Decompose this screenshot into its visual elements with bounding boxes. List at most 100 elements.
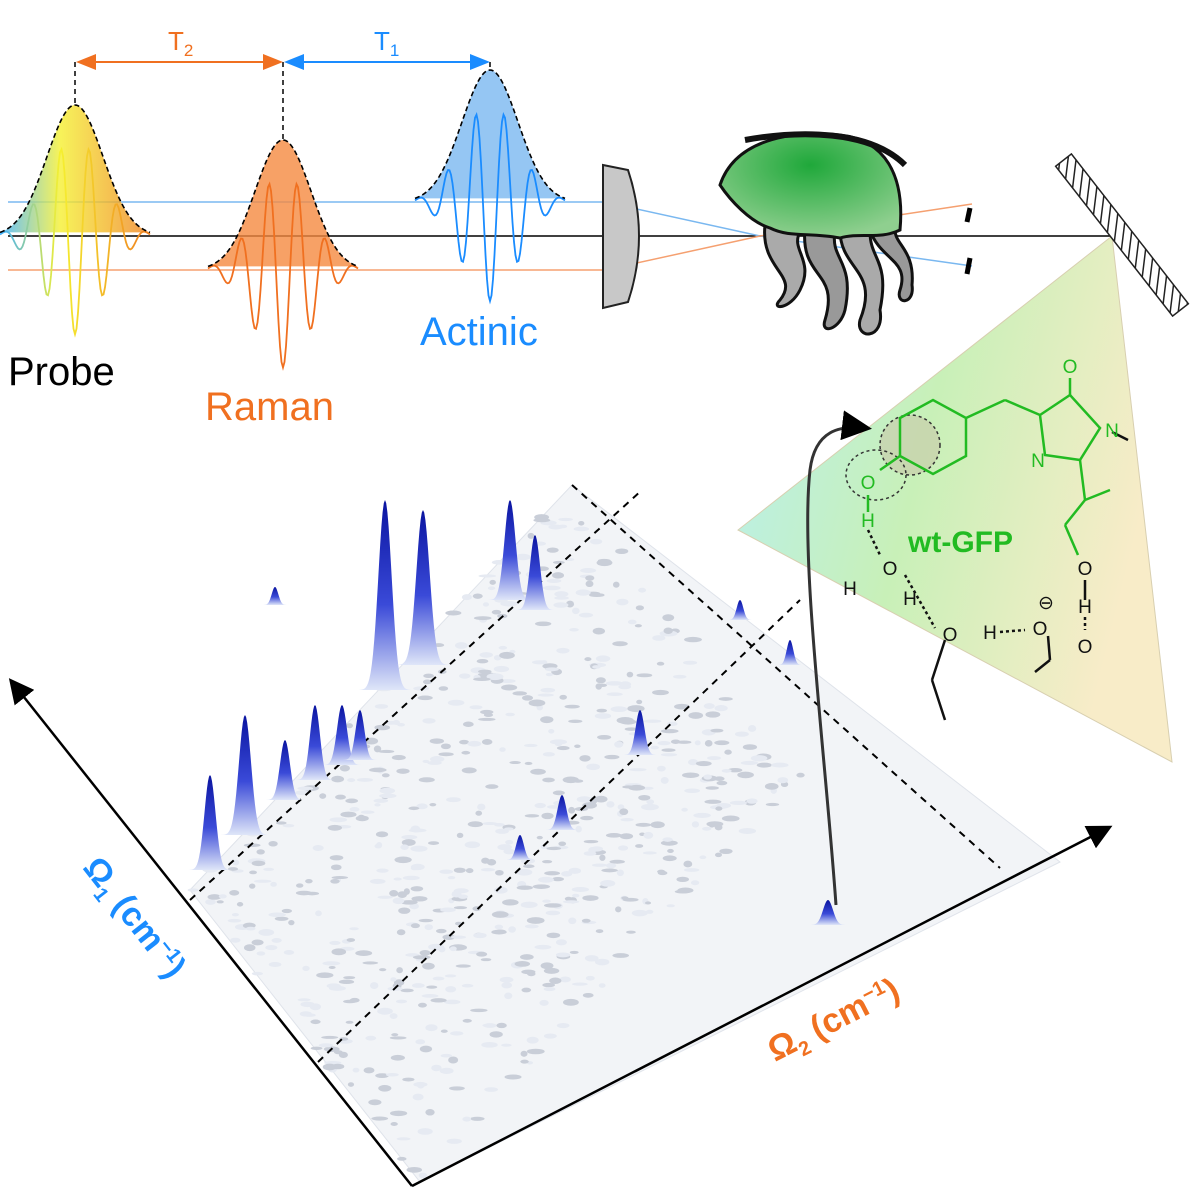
surface-texture <box>417 1128 433 1135</box>
surface-texture <box>738 827 757 835</box>
surface-texture <box>481 1041 498 1048</box>
surface-texture <box>445 986 457 993</box>
chromophore <box>845 378 1129 721</box>
surface-texture <box>373 798 389 803</box>
spectral-peak <box>319 705 364 765</box>
surface-texture <box>499 747 506 752</box>
molecule-name: wt-GFP <box>907 526 1013 559</box>
surface-texture <box>505 839 514 845</box>
surface-texture <box>338 979 355 985</box>
surface-texture <box>572 982 588 986</box>
surface-texture <box>681 807 688 812</box>
surface-texture <box>393 979 405 986</box>
surface-texture <box>643 719 662 723</box>
surface-texture <box>429 802 437 807</box>
surface-texture <box>670 739 681 744</box>
surface-texture <box>494 929 506 934</box>
surface-texture <box>491 609 502 615</box>
spectral-peak <box>393 510 452 665</box>
surface-texture <box>355 815 369 822</box>
surface-texture <box>349 927 359 931</box>
surface-texture <box>371 1116 389 1121</box>
surface-texture <box>714 852 723 858</box>
surface-texture <box>379 793 397 799</box>
surface-texture <box>374 704 389 709</box>
surface-texture <box>605 833 622 838</box>
jellyfish <box>718 131 914 336</box>
surface-texture <box>674 703 690 710</box>
surface-texture <box>423 673 434 678</box>
surface-texture <box>494 924 504 930</box>
surface-texture <box>610 706 628 713</box>
surface-texture <box>524 814 540 818</box>
spectral-peak <box>775 640 805 665</box>
atom: O <box>1033 619 1048 640</box>
surface-texture <box>683 868 700 872</box>
surface-texture <box>491 911 509 918</box>
surface-texture <box>268 840 278 847</box>
surface-texture <box>473 677 491 682</box>
surface-texture <box>390 1054 405 1061</box>
atom: O <box>1063 357 1078 378</box>
spectral-peak <box>217 715 272 835</box>
spectral-peak <box>262 740 307 800</box>
surface-texture <box>360 810 375 814</box>
surface-texture <box>377 895 393 899</box>
surface-texture <box>379 968 387 972</box>
surface-texture <box>530 768 546 775</box>
surface-texture <box>552 560 565 564</box>
pulse-envelope <box>0 104 151 234</box>
atom: H <box>903 589 917 610</box>
surface-texture <box>545 672 554 677</box>
surface-texture <box>331 948 347 956</box>
surface-texture <box>662 837 673 842</box>
surface-texture <box>645 901 652 905</box>
surface-texture <box>718 697 733 701</box>
surface-texture <box>699 855 707 860</box>
surface-texture <box>415 1039 426 1045</box>
surface-texture <box>478 717 496 721</box>
surface-texture <box>584 657 592 662</box>
surface-texture <box>230 937 241 943</box>
surface-texture <box>597 734 612 740</box>
surface-texture <box>374 724 391 731</box>
surface-texture <box>453 867 466 873</box>
surface-texture <box>695 760 712 767</box>
surface-texture <box>542 860 553 864</box>
surface-texture <box>481 738 493 745</box>
surface-texture <box>652 635 666 641</box>
surface-texture <box>579 755 591 762</box>
surface-texture <box>411 983 425 988</box>
surface-texture <box>363 1067 375 1074</box>
surface-texture <box>418 777 435 783</box>
actinic-label: Actinic <box>420 310 538 354</box>
surface-texture <box>312 845 324 851</box>
surface-texture <box>592 665 601 669</box>
surface-texture <box>578 612 594 618</box>
surface-texture <box>580 567 597 574</box>
surface-texture <box>622 897 639 902</box>
surface-texture <box>418 1172 428 1179</box>
surface-texture <box>521 695 534 701</box>
surface-texture <box>580 815 594 821</box>
spectral-peak <box>292 705 337 780</box>
surface-texture <box>585 580 594 588</box>
spectral-peak <box>355 500 414 690</box>
surface-texture <box>561 871 573 877</box>
surface-texture <box>562 998 579 1006</box>
surface-texture <box>616 869 624 877</box>
surface-texture <box>501 684 518 691</box>
surface-texture <box>418 918 434 923</box>
surface-texture <box>542 777 555 783</box>
surface-texture <box>418 1002 427 1008</box>
surface-texture <box>595 929 604 934</box>
surface-texture <box>591 863 608 867</box>
surface-texture <box>440 1029 448 1033</box>
surface-texture <box>425 1109 435 1116</box>
surface-texture <box>330 864 342 871</box>
surface-texture <box>666 904 675 908</box>
pulse-fill <box>208 140 358 267</box>
surface-texture <box>796 772 805 778</box>
omega1-label: Ω1 (cm−1) <box>72 850 194 989</box>
surface-texture <box>552 572 565 579</box>
